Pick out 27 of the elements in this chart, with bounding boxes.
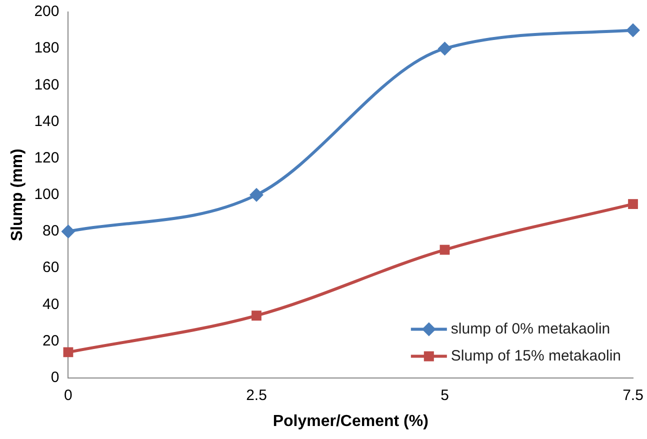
y-tick-label: 160: [34, 76, 60, 94]
x-axis-title: Polymer/Cement (%): [272, 412, 428, 430]
x-tick-label: 7.5: [622, 386, 644, 404]
y-axis-title: Slump (mm): [9, 148, 26, 242]
point: [438, 42, 452, 56]
point: [440, 244, 450, 255]
y-tick-label: 100: [34, 186, 60, 204]
y-tick-label: 140: [34, 112, 60, 130]
point: [63, 347, 74, 358]
point: [61, 224, 76, 238]
x-tick-label: 2.5: [246, 386, 267, 404]
legend-label: slump of 0% metakaolin: [450, 320, 610, 338]
y-tick-label: 60: [42, 259, 60, 276]
y-tick-label: 0: [50, 368, 60, 386]
point: [628, 199, 638, 209]
y-tick-label: 180: [34, 40, 60, 57]
y-tick-label: 20: [42, 332, 60, 350]
y-tick-label: 200: [34, 3, 60, 20]
point: [249, 188, 264, 202]
y-tick-label: 80: [42, 222, 60, 240]
legend-label: Slump of 15% metakaolin: [450, 347, 622, 364]
y-tick-label: 40: [42, 296, 60, 313]
x-tick-label: 0: [64, 386, 72, 404]
x-tick-label: 5: [440, 386, 449, 404]
y-tick-label: 120: [34, 149, 60, 166]
point: [252, 310, 262, 321]
point: [626, 23, 640, 38]
